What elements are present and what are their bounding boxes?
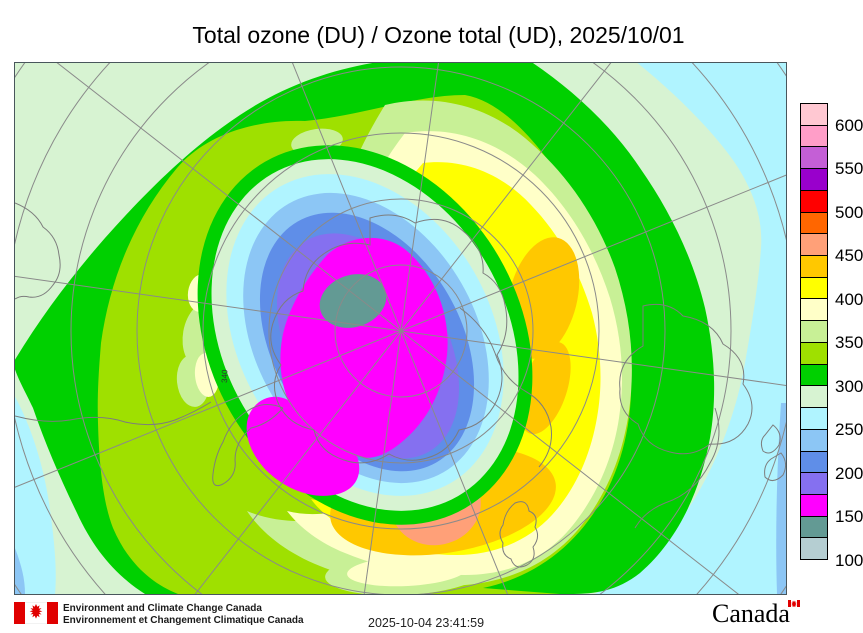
colorbar-tick-150: 150 (835, 507, 863, 526)
colorbar-segment-600 (801, 104, 827, 126)
colorbar-segment-550 (801, 147, 827, 170)
islands-chain-coast (15, 401, 212, 426)
generation-timestamp: 2025-10-04 23:41:59 (368, 616, 485, 630)
colorbar-tick-200: 200 (835, 464, 863, 483)
org-name-fr: Environnement et Changement Climatique C… (63, 614, 304, 626)
colorbar-segment-325 (801, 342, 827, 365)
ozone-hole-rings (197, 145, 533, 525)
canada-wordmark-flag-icon (788, 600, 800, 607)
colorbar-tick-450: 450 (835, 246, 863, 265)
tasmania-coast (499, 501, 539, 568)
colorbar-segment-150 (801, 494, 827, 517)
colorbar-segment-525 (801, 169, 827, 191)
org-name-en: Environment and Climate Change Canada (63, 603, 262, 614)
canada-wordmark-text: Canada (712, 599, 790, 628)
australia-south-coast (634, 407, 720, 529)
antarctica-coast (270, 214, 508, 464)
colorbar-tick-250: 250 (835, 420, 863, 439)
new-zealand-south-coast (764, 452, 786, 481)
colorbar-segment-475 (801, 212, 827, 235)
colorbar-segment-225 (801, 429, 827, 452)
australia-coast (619, 303, 753, 455)
contour-label-340: 340 (220, 369, 229, 383)
new-zealand-north-coast (760, 424, 781, 454)
colorbar-segment-275 (801, 386, 827, 409)
colorbar-tick-400: 400 (835, 290, 863, 309)
colorbar-segment-125 (801, 516, 827, 539)
colorbar-segment-375 (801, 299, 827, 322)
ozone-hole-magenta (246, 237, 448, 496)
colorbar-tick-300: 300 (835, 377, 863, 396)
colorbar-segment-425 (801, 256, 827, 278)
colorbar (800, 103, 828, 560)
map-frame: 340 (14, 62, 787, 595)
colorbar-tick-600: 600 (835, 116, 863, 135)
colorbar-segment-250 (801, 408, 827, 430)
colorbar-tick-550: 550 (835, 159, 863, 178)
ozone-hole-core (319, 274, 387, 328)
graticule (15, 63, 786, 594)
org-name-bilingual: Environment and Climate Change Canada En… (63, 603, 304, 626)
east-antarctica-coast (459, 307, 552, 468)
canada-wordmark: Canada (712, 599, 800, 629)
colorbar-segment-400 (801, 277, 827, 300)
colorbar-segment-100 (801, 538, 827, 560)
colorbar-segment-500 (801, 190, 827, 213)
colorbar-segment-175 (801, 473, 827, 495)
page-title: Total ozone (DU) / Ozone total (UD), 202… (192, 22, 685, 48)
south-america-coast (15, 202, 61, 300)
ozone-contour-map: 340 (15, 63, 786, 594)
canada-flag-icon (14, 602, 58, 624)
colorbar-segment-350 (801, 321, 827, 343)
coastlines (15, 202, 786, 568)
colorbar-segment-300 (801, 364, 827, 387)
colorbar-labels: 600 550 500 450 400 350 300 250 200 150 100 (835, 103, 863, 570)
colorbar-tick-100: 100 (835, 551, 863, 570)
antarctic-peninsula-coast (212, 404, 284, 487)
colorbar-segment-450 (801, 234, 827, 257)
colorbar-tick-500: 500 (835, 203, 863, 222)
colorbar-tick-350: 350 (835, 333, 863, 352)
colorbar-segment-575 (801, 125, 827, 148)
colorbar-segment-200 (801, 451, 827, 474)
